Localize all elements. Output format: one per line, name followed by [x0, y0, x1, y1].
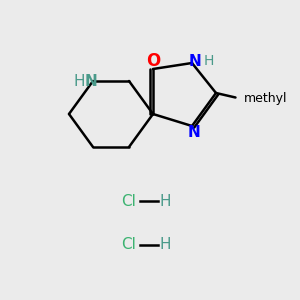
Text: H: H — [74, 74, 85, 88]
Text: N: N — [84, 74, 97, 88]
Text: O: O — [146, 52, 160, 70]
Text: H: H — [159, 237, 171, 252]
Text: H: H — [203, 54, 214, 68]
Text: Cl: Cl — [122, 194, 136, 208]
Text: H: H — [159, 194, 171, 208]
Text: N: N — [189, 54, 201, 69]
Text: N: N — [188, 125, 200, 140]
Text: methyl: methyl — [244, 92, 287, 105]
Text: Cl: Cl — [122, 237, 136, 252]
